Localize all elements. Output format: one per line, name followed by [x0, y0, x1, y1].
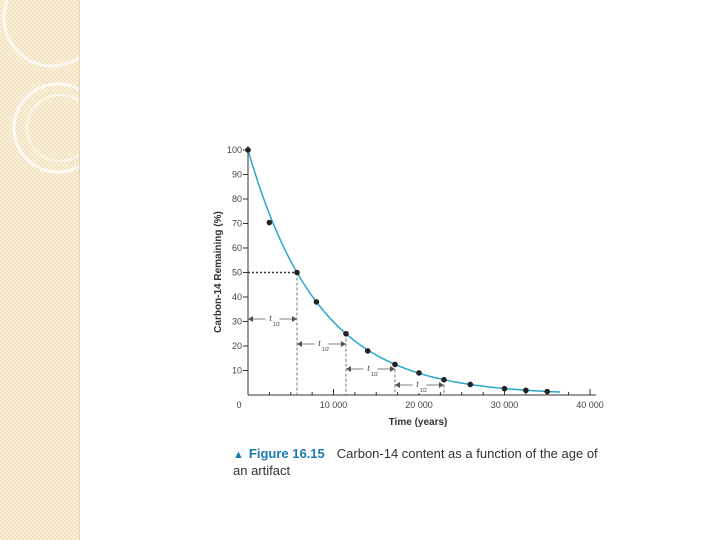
half-life-subscript: 1/2: [273, 322, 280, 328]
y-tick-label: 50: [232, 268, 242, 278]
sidebar-edge: [79, 0, 80, 540]
triangle-icon: ▲: [233, 449, 244, 461]
y-tick-label: 20: [232, 341, 242, 351]
data-point: [501, 385, 508, 392]
chart-axes: 10 20 30 40 50 60 70 80 90 100 0 10 000 20 000 30 000…: [227, 145, 604, 410]
figure-number: Figure 16.15: [248, 446, 325, 461]
x-tick-label: 40 000: [576, 400, 604, 410]
arrow-head: [296, 341, 302, 347]
data-point: [441, 376, 447, 383]
arrow-head: [438, 382, 444, 388]
axis-labels: Time (years) Carbon-14 Remaining (%): [213, 211, 447, 428]
data-point: [343, 330, 349, 337]
x-tick-label: 0: [236, 400, 241, 410]
data-point: [294, 269, 300, 276]
y-tick-label: 80: [232, 194, 242, 204]
data-point: [266, 219, 273, 226]
x-tick-label: 30 000: [491, 400, 519, 410]
y-tick-label: 70: [232, 219, 242, 229]
data-points: [245, 147, 551, 395]
decorative-circles: [2, 0, 79, 174]
half-life-label-bg: [412, 376, 427, 393]
data-point: [523, 387, 529, 394]
y-tick-label: 40: [232, 292, 242, 302]
data-point: [245, 147, 251, 153]
data-point: [313, 299, 320, 305]
half-life-label: t: [318, 338, 321, 348]
x-tick-label: 10 000: [320, 400, 348, 410]
x-axis-label: Time (years): [389, 417, 448, 428]
decorative-sidebar: [0, 0, 79, 540]
arrow-head: [394, 382, 400, 388]
half-life-subscript: 1/2: [322, 347, 329, 353]
y-axis-label: Carbon-14 Remaining (%): [213, 211, 224, 333]
data-point: [467, 381, 474, 388]
data-point: [364, 348, 371, 354]
arrow-head: [345, 366, 351, 372]
caption-text: Carbon-14 content as a function of the a…: [233, 446, 598, 478]
decay-curve: [247, 149, 561, 393]
half-life-subscript: 1/2: [371, 372, 378, 378]
y-tick-label: 90: [232, 170, 242, 180]
y-tick-label: 10: [232, 366, 242, 376]
arrow-head: [248, 316, 253, 322]
half-life-label: t: [269, 313, 272, 323]
data-point: [544, 388, 551, 395]
arrow-head: [340, 341, 346, 347]
half-life-label-bg: [363, 360, 378, 377]
half-life-guides: t1/2t1/2t1/2t1/2: [248, 271, 445, 395]
data-point: [416, 370, 422, 376]
arrow-head: [291, 316, 297, 322]
arrow-head: [389, 366, 395, 372]
y-tick-label: 100: [227, 145, 242, 155]
half-life-subscript: 1/2: [420, 388, 427, 394]
half-life-label: t: [367, 363, 370, 373]
x-tick-label: 20 000: [405, 400, 433, 410]
half-life-label: t: [416, 379, 419, 389]
y-tick-label: 60: [232, 243, 242, 253]
figure-caption: ▲ Figure 16.15 Carbon-14 content as a func…: [233, 446, 613, 479]
y-tick-label: 30: [232, 317, 242, 327]
data-point: [392, 361, 398, 368]
half-life-label-bg: [314, 335, 329, 352]
half-life-label-bg: [265, 310, 280, 327]
